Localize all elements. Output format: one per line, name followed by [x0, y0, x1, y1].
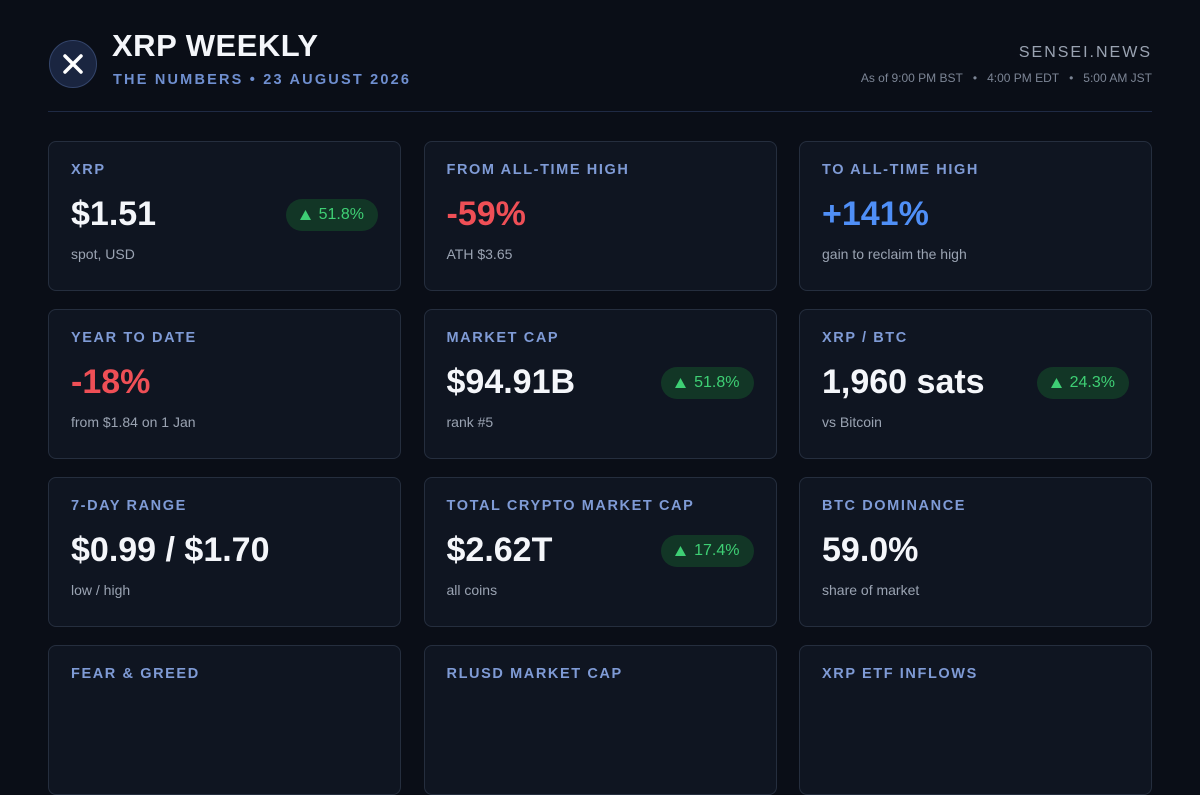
- card-note: low / high: [71, 582, 131, 598]
- card-value: $94.91B: [446, 363, 576, 401]
- time: As of 9:00 PM BST: [860, 71, 963, 85]
- badge-text: 51.8%: [694, 374, 740, 391]
- card-label: TOTAL CRYPTO MARKET CAP: [446, 498, 695, 514]
- card-note: from $1.84 on 1 Jan: [71, 414, 196, 430]
- page: XRP WEEKLY THE NUMBERS • 23 AUGUST 2026 …: [48, 28, 1152, 795]
- separator: •: [972, 71, 978, 85]
- badge-text: 51.8%: [318, 206, 364, 223]
- stat-card: RLUSD MARKET CAP: [423, 645, 777, 795]
- card-value: 1,960 sats: [822, 363, 985, 401]
- card-label: RLUSD MARKET CAP: [446, 666, 623, 682]
- card-label: XRP ETF INFLOWS: [822, 666, 978, 682]
- card-value: $0.99 / $1.70: [71, 531, 270, 569]
- card-note: vs Bitcoin: [822, 414, 882, 430]
- card-value: -18%: [71, 363, 151, 401]
- stat-card: 7-DAY RANGE $0.99 / $1.70 low / high: [48, 477, 401, 627]
- up-arrow: [675, 546, 687, 556]
- title: XRP WEEKLY: [112, 28, 319, 63]
- divider: [48, 111, 1152, 112]
- card-note: spot, USD: [71, 246, 135, 262]
- stat-card: FEAR & GREED: [48, 645, 401, 795]
- card-value: $2.62T: [446, 531, 553, 569]
- time: 5:00 AM JST: [1083, 71, 1152, 85]
- up-arrow: [675, 378, 687, 388]
- stat-card: XRP $1.51 spot, USD 51.8%: [48, 141, 401, 291]
- card-note: all coins: [446, 582, 498, 598]
- up-arrow: [1050, 378, 1062, 388]
- separator: •: [1069, 71, 1074, 85]
- stat-card: TO ALL-TIME HIGH +141% gain to reclaim the…: [799, 141, 1152, 291]
- time: 4:00 PM EDT: [987, 71, 1060, 85]
- card-label: TO ALL-TIME HIGH: [822, 162, 979, 178]
- card-note: rank #5: [446, 414, 494, 430]
- change-badge: 51.8%: [285, 199, 378, 231]
- stat-card: BTC DOMINANCE 59.0% share of market: [799, 477, 1152, 627]
- card-label: FROM ALL-TIME HIGH: [446, 162, 630, 178]
- subtitle: THE NUMBERS • 23 AUGUST 2026: [113, 72, 412, 88]
- stat-card: YEAR TO DATE -18% from $1.84 on 1 Jan: [48, 309, 401, 459]
- card-value: -59%: [446, 195, 526, 233]
- stat-card: MARKET CAP $94.91B rank #5 51.8%: [423, 309, 777, 459]
- card-label: FEAR & GREED: [71, 666, 200, 682]
- card-label: XRP / BTC: [822, 330, 908, 346]
- stat-card: XRP / BTC 1,960 sats vs Bitcoin 24.3%: [799, 309, 1152, 459]
- change-badge: 17.4%: [661, 535, 754, 567]
- card-note: gain to reclaim the high: [822, 246, 967, 262]
- card-note: share of market: [822, 582, 920, 598]
- badge-text: 17.4%: [694, 542, 740, 559]
- card-value: 59.0%: [822, 531, 919, 569]
- card-label: MARKET CAP: [446, 330, 560, 346]
- card-label: 7-DAY RANGE: [71, 498, 187, 514]
- change-badge: 51.8%: [661, 367, 754, 399]
- brand: SENSEI.NEWS: [1018, 44, 1152, 61]
- card-label: BTC DOMINANCE: [822, 498, 967, 514]
- logo: [49, 40, 97, 88]
- card-label: XRP: [71, 162, 106, 178]
- up-arrow: [299, 210, 311, 220]
- card-label: YEAR TO DATE: [71, 330, 197, 346]
- card-value: $1.51: [71, 195, 157, 233]
- change-badge: 24.3%: [1036, 367, 1129, 399]
- card-value: +141%: [822, 195, 929, 233]
- badge-text: 24.3%: [1069, 374, 1115, 391]
- stat-card: FROM ALL-TIME HIGH -59% ATH $3.65: [423, 141, 777, 291]
- times: As of 9:00 PM BST • 4:00 PM EDT • 5:00 AM JS…: [861, 71, 1152, 85]
- card-note: ATH $3.65: [446, 246, 513, 262]
- stat-card: XRP ETF INFLOWS: [799, 645, 1152, 795]
- stat-card: TOTAL CRYPTO MARKET CAP $2.62T all coins 17…: [423, 477, 777, 627]
